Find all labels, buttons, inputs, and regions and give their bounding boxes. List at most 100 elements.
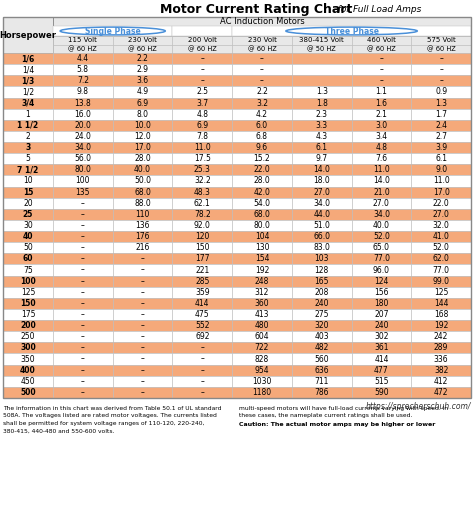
- Bar: [113, 209, 173, 220]
- Text: 1.3: 1.3: [435, 99, 447, 107]
- Bar: [113, 253, 173, 265]
- Text: for Full Load Amps: for Full Load Amps: [332, 5, 421, 13]
- Bar: [173, 387, 232, 398]
- Text: 40: 40: [23, 232, 33, 241]
- Text: 128: 128: [315, 266, 329, 275]
- Text: 2.3: 2.3: [316, 110, 328, 119]
- Text: 16.0: 16.0: [74, 110, 91, 119]
- Text: 50: 50: [23, 243, 33, 252]
- Text: 4.8: 4.8: [375, 143, 387, 152]
- Text: 27.0: 27.0: [373, 199, 390, 208]
- Text: 3.2: 3.2: [256, 99, 268, 107]
- Text: –: –: [141, 344, 145, 352]
- Bar: [113, 142, 173, 153]
- Bar: [411, 353, 471, 365]
- Bar: [3, 242, 53, 253]
- Bar: [232, 320, 292, 331]
- Text: 230 Volt: 230 Volt: [128, 38, 157, 43]
- Bar: [411, 276, 471, 287]
- Bar: [113, 342, 173, 353]
- Bar: [352, 220, 411, 231]
- Bar: [173, 220, 232, 231]
- Bar: [53, 209, 113, 220]
- Text: 954: 954: [255, 366, 269, 375]
- Text: 18.0: 18.0: [313, 176, 330, 185]
- Bar: [352, 75, 411, 86]
- Bar: [113, 365, 173, 376]
- Bar: [113, 265, 173, 276]
- Text: –: –: [260, 76, 264, 85]
- Bar: [3, 53, 53, 64]
- Text: 32.0: 32.0: [433, 221, 449, 230]
- Text: 175: 175: [21, 310, 35, 319]
- Bar: [232, 64, 292, 75]
- Bar: [173, 342, 232, 353]
- Text: 68.0: 68.0: [254, 210, 271, 219]
- Text: Single Phase: Single Phase: [85, 26, 141, 36]
- Bar: [53, 331, 113, 342]
- Bar: [292, 175, 352, 187]
- Text: –: –: [141, 266, 145, 275]
- Text: 168: 168: [434, 310, 448, 319]
- Text: 3.7: 3.7: [196, 99, 209, 107]
- Bar: [173, 353, 232, 365]
- Bar: [232, 265, 292, 276]
- Bar: [411, 242, 471, 253]
- Bar: [411, 164, 471, 175]
- Bar: [3, 342, 53, 353]
- Text: 130: 130: [255, 243, 269, 252]
- Text: 413: 413: [255, 310, 269, 319]
- Bar: [173, 187, 232, 198]
- Bar: [352, 231, 411, 242]
- Text: @ 60 HZ: @ 60 HZ: [128, 46, 157, 52]
- Text: 285: 285: [195, 277, 210, 286]
- Text: –: –: [201, 344, 204, 352]
- Text: –: –: [81, 243, 85, 252]
- Bar: [113, 109, 173, 120]
- Bar: [232, 75, 292, 86]
- Bar: [53, 109, 113, 120]
- Bar: [352, 276, 411, 287]
- Bar: [352, 86, 411, 98]
- Bar: [173, 365, 232, 376]
- Text: 54.0: 54.0: [254, 199, 271, 208]
- Bar: [3, 109, 53, 120]
- Bar: [53, 64, 113, 75]
- Bar: [352, 64, 411, 75]
- Text: 3.3: 3.3: [316, 121, 328, 130]
- Text: 66.0: 66.0: [313, 232, 330, 241]
- Text: 9.0: 9.0: [435, 165, 447, 174]
- Bar: [232, 86, 292, 98]
- Text: –: –: [141, 354, 145, 364]
- Text: 9.8: 9.8: [77, 87, 89, 96]
- Text: 96.0: 96.0: [373, 266, 390, 275]
- Bar: [53, 153, 113, 164]
- Text: The information in this chart was derived from Table 50.1 of UL standard: The information in this chart was derive…: [3, 406, 221, 411]
- Bar: [3, 298, 53, 309]
- Text: 42.0: 42.0: [254, 188, 271, 197]
- Text: 240: 240: [314, 299, 329, 308]
- Bar: [173, 86, 232, 98]
- Text: 3.6: 3.6: [137, 76, 149, 85]
- Text: 80.0: 80.0: [74, 165, 91, 174]
- Bar: [411, 365, 471, 376]
- Bar: [232, 175, 292, 187]
- Bar: [352, 198, 411, 209]
- Bar: [232, 164, 292, 175]
- Bar: [3, 86, 53, 98]
- Text: 2.2: 2.2: [137, 54, 148, 63]
- Bar: [232, 309, 292, 320]
- Text: 230 Volt: 230 Volt: [247, 38, 276, 43]
- Text: 200 Volt: 200 Volt: [188, 38, 217, 43]
- Text: 508A. The voltages listed are rated motor voltages. The currents listed: 508A. The voltages listed are rated moto…: [3, 413, 217, 418]
- Bar: [53, 131, 113, 142]
- Text: –: –: [81, 221, 85, 230]
- Bar: [3, 253, 53, 265]
- Bar: [292, 109, 352, 120]
- Text: –: –: [141, 310, 145, 319]
- Text: –: –: [81, 377, 85, 386]
- Bar: [232, 53, 292, 64]
- Bar: [53, 298, 113, 309]
- Bar: [53, 53, 113, 64]
- Bar: [352, 209, 411, 220]
